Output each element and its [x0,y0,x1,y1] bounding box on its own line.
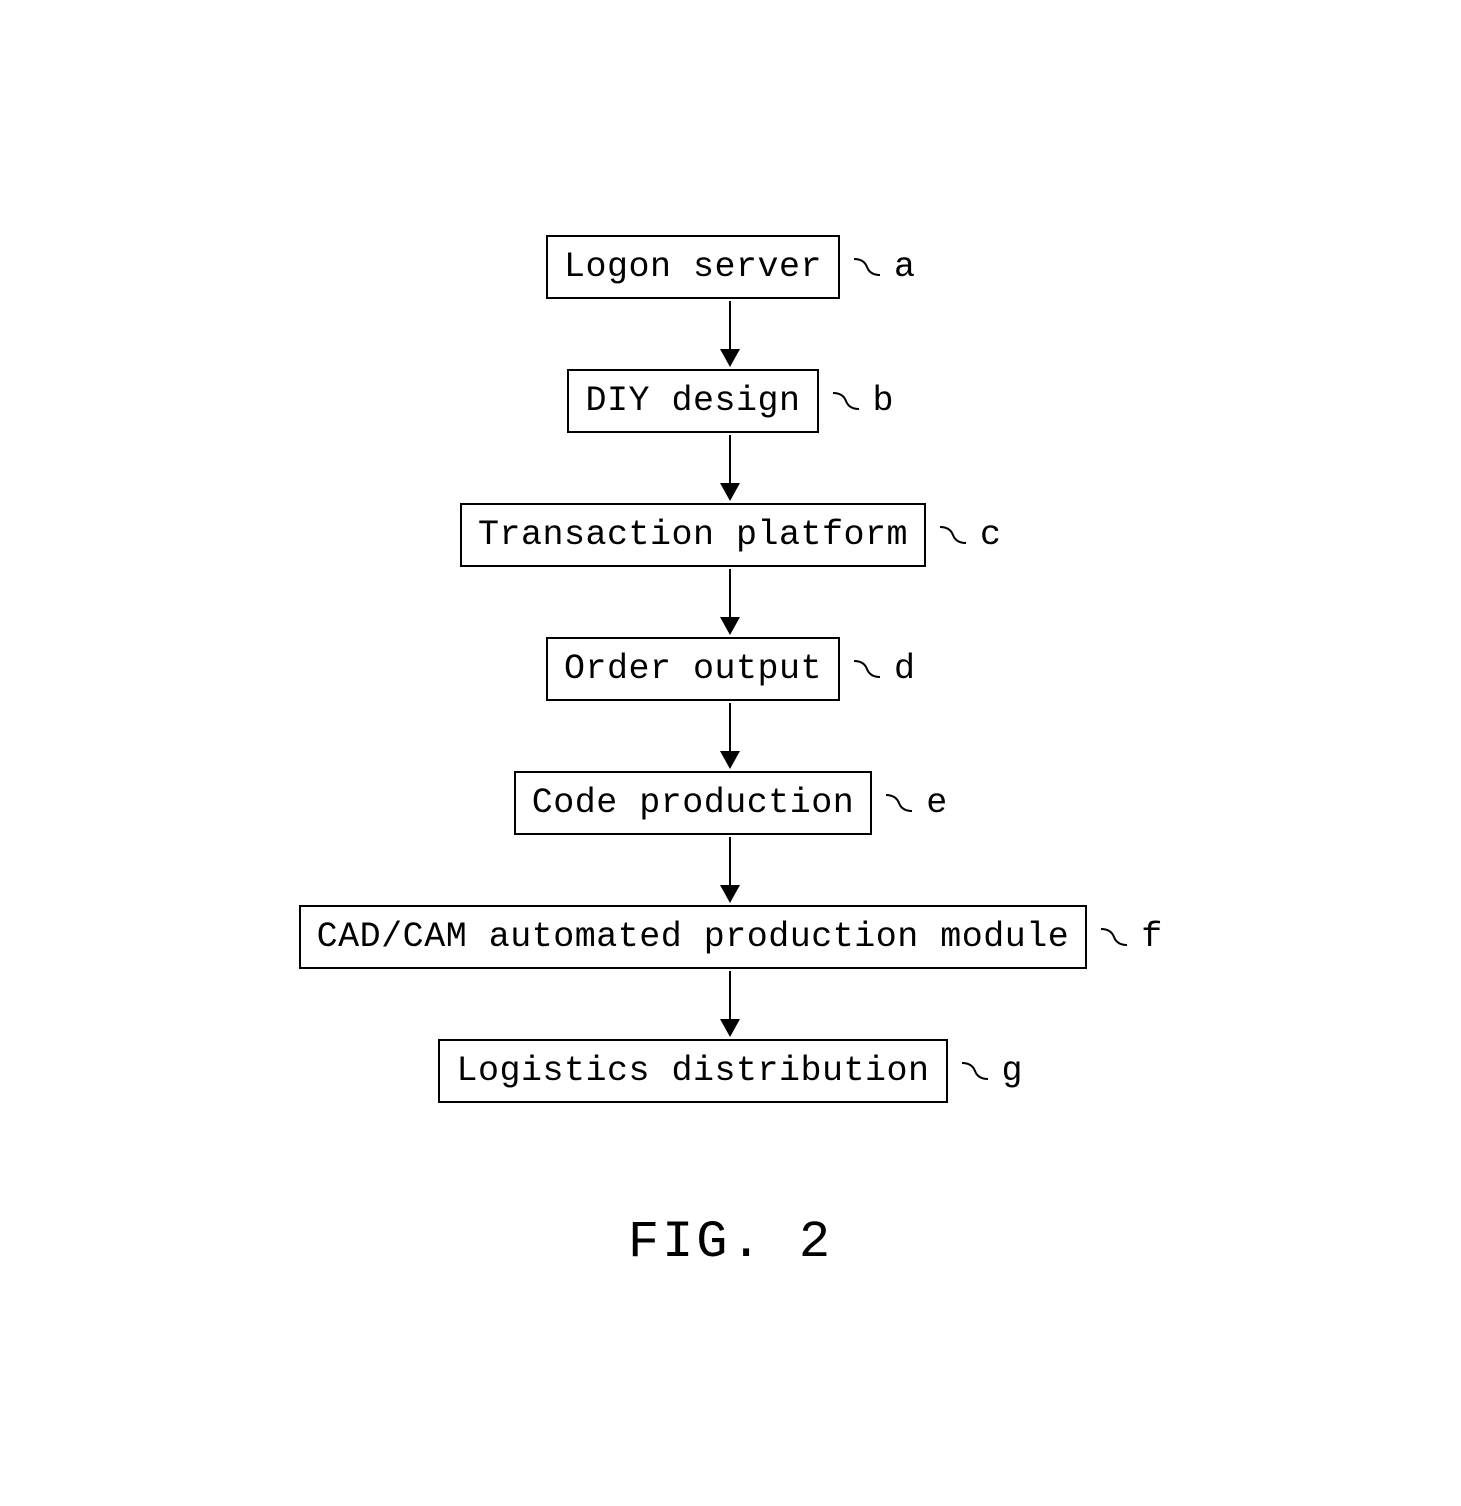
flowchart-node-e: Code production [514,771,873,835]
flowchart-node-g: Logistics distribution [438,1039,947,1103]
node-connector: a [854,247,915,287]
node-label-g: g [1002,1051,1023,1091]
node-connector: b [833,381,894,421]
connector-curve [854,255,880,279]
flowchart-node-c: Transaction platform [460,503,926,567]
flowchart-node-row: DIY design b [567,369,893,433]
node-label-d: d [894,649,915,689]
flowchart-node-f: CAD/CAM automated production module [299,905,1088,969]
flowchart-arrow [720,701,740,771]
node-label-a: a [894,247,915,287]
node-connector: d [854,649,915,689]
node-label-b: b [873,381,894,421]
flowchart-arrow [720,969,740,1039]
arrow-head [720,483,740,501]
flowchart-node-row: Code production e [514,771,948,835]
flowchart-arrow [720,567,740,637]
figure-caption: FIG. 2 [628,1213,833,1272]
arrow-head [720,1019,740,1037]
arrow-line [729,971,731,1019]
flowchart-node-row: Logon server a [546,235,915,299]
connector-curve [886,791,912,815]
node-connector: f [1101,917,1162,957]
arrow-line [729,703,731,751]
connector-curve [833,389,859,413]
connector-curve [962,1059,988,1083]
node-label-c: c [980,515,1001,555]
flowchart-arrow [720,433,740,503]
flowchart-arrow [720,835,740,905]
arrow-line [729,301,731,349]
flowchart-node-row: CAD/CAM automated production module f [299,905,1163,969]
arrow-line [729,435,731,483]
node-label-e: e [926,783,947,823]
node-connector: c [940,515,1001,555]
flowchart-node-a: Logon server [546,235,840,299]
arrow-head [720,617,740,635]
arrow-head [720,751,740,769]
flowchart-node-row: Transaction platform c [460,503,1001,567]
node-label-f: f [1141,917,1162,957]
node-connector: g [962,1051,1023,1091]
connector-curve [854,657,880,681]
flowchart-node-row: Order output d [546,637,915,701]
arrow-line [729,569,731,617]
arrow-line [729,837,731,885]
flowchart-container: Logon server a DIY design b [299,235,1163,1103]
flowchart-arrow [720,299,740,369]
arrow-head [720,885,740,903]
flowchart-node-row: Logistics distribution g [438,1039,1022,1103]
flowchart-node-b: DIY design [567,369,818,433]
connector-curve [940,523,966,547]
node-connector: e [886,783,947,823]
flowchart-node-d: Order output [546,637,840,701]
arrow-head [720,349,740,367]
connector-curve [1101,925,1127,949]
